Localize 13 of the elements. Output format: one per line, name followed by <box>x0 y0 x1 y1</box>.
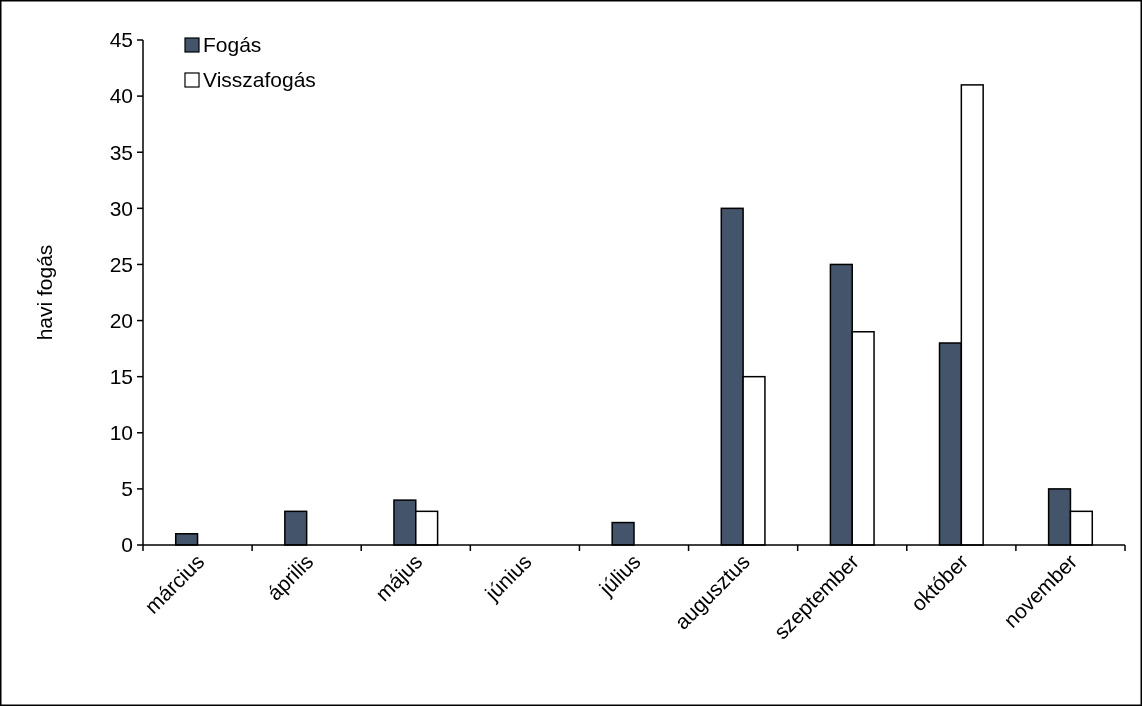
y-tick-label: 35 <box>109 140 133 164</box>
y-tick-label: 30 <box>109 196 133 220</box>
legend-label: Fogás <box>203 33 262 57</box>
y-tick-label: 10 <box>109 421 133 445</box>
y-tick-label: 20 <box>109 308 133 332</box>
y-tick-label: 25 <box>109 252 133 276</box>
y-tick-label: 15 <box>109 365 133 389</box>
y-tick-label: 5 <box>121 477 133 501</box>
legend-label: Visszafogás <box>203 68 316 92</box>
y-axis-title: havi fogás <box>33 244 56 341</box>
y-tick-label: 45 <box>109 28 133 52</box>
y-tick-label: 0 <box>121 533 133 557</box>
y-tick-label: 40 <box>109 84 133 108</box>
